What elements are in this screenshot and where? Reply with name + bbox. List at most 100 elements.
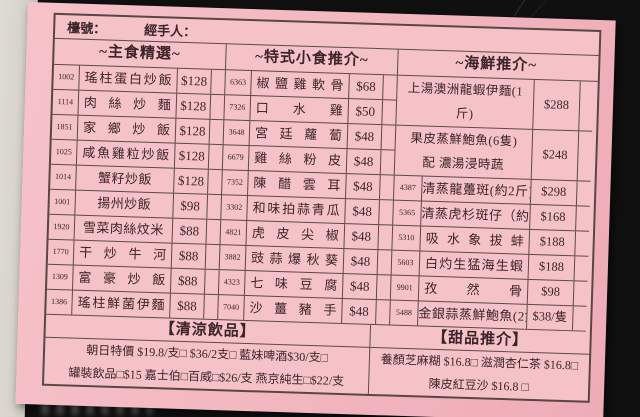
item-code: 3648 xyxy=(223,120,251,146)
item-code: 5365 xyxy=(393,200,422,226)
item-name: 沙薑豬手 xyxy=(244,295,343,324)
item-name: 和味拍蒜青瓜 xyxy=(247,196,346,224)
order-quantity-cell xyxy=(382,125,396,149)
main-dishes-column: 1002 瑤柱蛋白炒飯 $128 1114 肉絲炒麵 $128 1851 家鄉炒飯 $128 10… xyxy=(46,64,226,321)
item-price: $88 xyxy=(171,243,207,269)
item-price: $48 xyxy=(342,274,378,300)
item-price: $88 xyxy=(170,293,205,319)
item-name-line1: 上湯澳洲龍蝦伊麵(1斤) xyxy=(407,80,524,122)
item-code: 4387 xyxy=(393,175,423,201)
item-price: $48 xyxy=(344,224,380,250)
item-name: 上湯澳洲龍蝦伊麵(1斤)配 貴妃雞(半隻) xyxy=(396,75,535,129)
order-quantity-cell xyxy=(210,95,224,119)
item-code: 7326 xyxy=(224,95,252,121)
item-name: 干炒牛河 xyxy=(73,240,173,268)
item-name: 瑤柱蛋白炒飯 xyxy=(79,65,178,93)
item-name: 宮廷蘿蔔 xyxy=(249,121,349,149)
order-quantity-cell xyxy=(574,281,588,305)
order-quantity-cell xyxy=(379,200,393,224)
order-quantity-cell xyxy=(575,256,589,280)
item-code: 1851 xyxy=(51,114,79,140)
handler-label: 經手人： xyxy=(143,22,197,40)
item-name: 孜然骨 xyxy=(418,276,529,304)
order-quantity-cell xyxy=(576,206,590,230)
item-price: $298 xyxy=(530,179,578,206)
item-price: $128 xyxy=(177,68,212,94)
item-price: $48 xyxy=(345,174,381,200)
order-quantity-cell xyxy=(377,275,391,299)
order-quantity-cell xyxy=(378,250,392,274)
item-code: 5310 xyxy=(392,225,422,251)
desserts-section: 【甜品推介】 養顏芝麻糊 $16.8□ 滋潤杏仁茶 $16.8□ 陳皮紅豆沙 $… xyxy=(369,324,590,401)
item-code: 1014 xyxy=(50,164,77,190)
item-code: 1309 xyxy=(47,264,74,290)
item-code: 5603 xyxy=(391,250,421,276)
item-name: 清蒸龍躉斑(約2斤) xyxy=(421,176,532,204)
item-price: $50 xyxy=(348,99,384,125)
order-quantity-cell xyxy=(575,231,589,255)
item-code: 1770 xyxy=(47,239,75,265)
item-price: $48 xyxy=(345,199,380,225)
item-code: 6679 xyxy=(222,145,250,171)
item-name: 虎皮尖椒 xyxy=(246,220,346,249)
order-quantity-cell xyxy=(382,100,396,124)
item-name: 口水雞 xyxy=(250,96,350,124)
item-code: 7040 xyxy=(218,295,245,320)
item-name: 雪菜肉絲炆米 xyxy=(74,215,174,243)
item-price: $38/隻 xyxy=(526,304,574,331)
item-price: $168 xyxy=(530,204,577,231)
item-price: $98 xyxy=(173,193,209,219)
order-quantity-cell xyxy=(573,306,587,330)
item-name: 白灼生猛海生蝦 xyxy=(419,251,530,279)
item-price: $48 xyxy=(346,149,382,175)
order-quantity-cell xyxy=(381,150,395,174)
item-price: $48 xyxy=(347,124,383,150)
item-name: 七味豆腐 xyxy=(244,270,344,299)
order-quantity-cell xyxy=(210,120,224,144)
item-price: $248 xyxy=(531,129,580,181)
item-code: 3302 xyxy=(221,195,249,220)
menu-columns: 1002 瑤柱蛋白炒飯 $128 1114 肉絲炒麵 $128 1851 家鄉炒飯 $128 10… xyxy=(46,64,598,332)
item-code: 1025 xyxy=(50,139,78,165)
menu-table: 檯號： 經手人： ~主食精選~ ~特式小食推介~ ~海鮮推介~ 1002 瑤柱蛋白… xyxy=(41,12,602,403)
item-code: 5488 xyxy=(390,300,419,326)
item-price: $128 xyxy=(174,168,209,194)
order-quantity-cell xyxy=(380,175,394,199)
item-name-line2: 配 濃湯浸時蔬 xyxy=(422,155,505,173)
item-price: $68 xyxy=(349,74,384,100)
item-price: $188 xyxy=(529,229,577,256)
item-name: 椒鹽雞軟骨 xyxy=(251,71,350,99)
order-quantity-cell xyxy=(204,295,218,319)
item-code: 1920 xyxy=(48,214,76,240)
order-quantity-cell xyxy=(383,75,397,99)
seafood-column: 上湯澳洲龍蝦伊麵(1斤)配 貴妃雞(半隻)$288 果皮蒸鮮鮑魚(6隻) 配 濃湯浸… xyxy=(390,75,594,332)
item-name: 蟹籽炒飯 xyxy=(76,165,175,193)
item-code: 4821 xyxy=(220,220,248,245)
order-quantity-cell xyxy=(206,245,220,269)
order-quantity-cell xyxy=(209,145,223,169)
item-name: 富豪炒飯 xyxy=(72,265,172,293)
item-code: 1386 xyxy=(46,289,73,315)
item-name-line1: 果皮蒸鮮鮑魚(6隻) xyxy=(410,131,518,149)
item-code: 3882 xyxy=(219,245,247,270)
item-name: 吸水象拔蚌 xyxy=(420,226,531,254)
item-price: $288 xyxy=(533,79,581,131)
item-code: 7352 xyxy=(222,170,249,196)
order-quantity-cell xyxy=(577,181,591,205)
item-code: 1114 xyxy=(52,89,80,115)
order-quantity-cell xyxy=(579,81,594,130)
item-code: 4323 xyxy=(218,270,246,295)
order-quantity-cell xyxy=(378,225,392,249)
menu-item-row: 果皮蒸鮮鮑魚(6隻) 配 濃湯浸時蔬 $248 xyxy=(394,125,593,182)
item-name: 瑤柱鮮菌伊麵 xyxy=(72,290,171,318)
item-code: 1002 xyxy=(53,64,81,90)
order-quantity-cell xyxy=(207,195,221,219)
item-name: 家鄉炒飯 xyxy=(77,115,177,143)
item-price: $128 xyxy=(176,93,212,119)
item-price: $128 xyxy=(174,143,210,169)
item-name: 陳醋雲耳 xyxy=(248,171,347,199)
item-price: $48 xyxy=(343,249,379,275)
special-snacks-column: 6363 椒鹽雞軟骨 $68 7326 口水雞 $50 3648 宮廷蘿蔔 $48 6679 雞絲粉… xyxy=(218,70,398,326)
item-name: 雞絲粉皮 xyxy=(248,146,348,174)
